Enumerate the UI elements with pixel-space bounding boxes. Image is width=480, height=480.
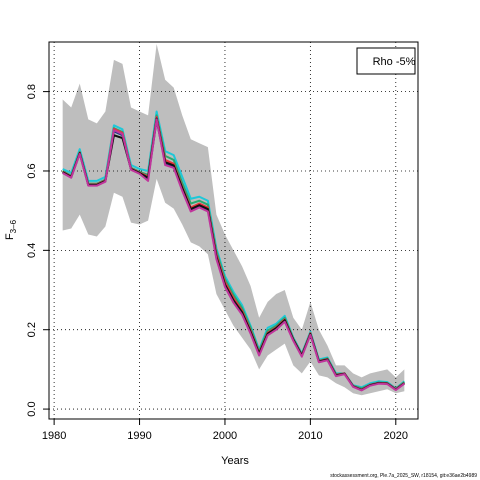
y-tick-label: 0.2 <box>26 322 38 337</box>
credit-text: stockassessment.org, Ple.7a_2025_SW, r18… <box>330 473 477 479</box>
y-tick-label-group: 0.4 <box>26 243 38 258</box>
x-tick-label: 2020 <box>384 430 408 442</box>
x-axis-title: Years <box>221 455 249 467</box>
series-layer <box>62 110 405 392</box>
confidence-band <box>62 43 405 396</box>
x-axis: 1980 1990 2000 2010 2020 <box>42 419 408 442</box>
legend-box <box>356 47 416 75</box>
x-tick-label: 2010 <box>298 430 322 442</box>
legend-label: Rho -5% <box>373 56 416 68</box>
y-tick-label: 0.6 <box>26 163 38 178</box>
y-tick-label: 0.4 <box>26 243 38 258</box>
y-tick-label: 0.0 <box>26 401 38 416</box>
x-tick-label: 1990 <box>127 430 151 442</box>
grid-layer <box>49 42 418 419</box>
y-axis-title: F3–6 <box>4 219 18 240</box>
svg-text:F3–6: F3–6 <box>4 219 18 240</box>
plot-frame <box>48 41 419 420</box>
y-tick-label-group: 0.0 <box>26 401 38 416</box>
y-tick-label-group: 0.2 <box>26 322 38 337</box>
confidence-band-layer <box>62 43 405 396</box>
y-tick-label-group: 0.6 <box>26 163 38 178</box>
y-tick-label: 0.8 <box>26 84 38 99</box>
x-tick-label: 1980 <box>42 430 66 442</box>
y-axis-title-main: F <box>4 233 16 240</box>
y-tick-label-group: 0.8 <box>26 84 38 99</box>
y-axis: 0.0 0.2 0.4 0.6 0.8 <box>26 84 49 417</box>
series-line-7 <box>62 118 405 392</box>
x-tick-label: 2000 <box>213 430 237 442</box>
y-axis-title-subscript: 3–6 <box>9 219 18 233</box>
legend: Rho -5% <box>356 47 416 75</box>
